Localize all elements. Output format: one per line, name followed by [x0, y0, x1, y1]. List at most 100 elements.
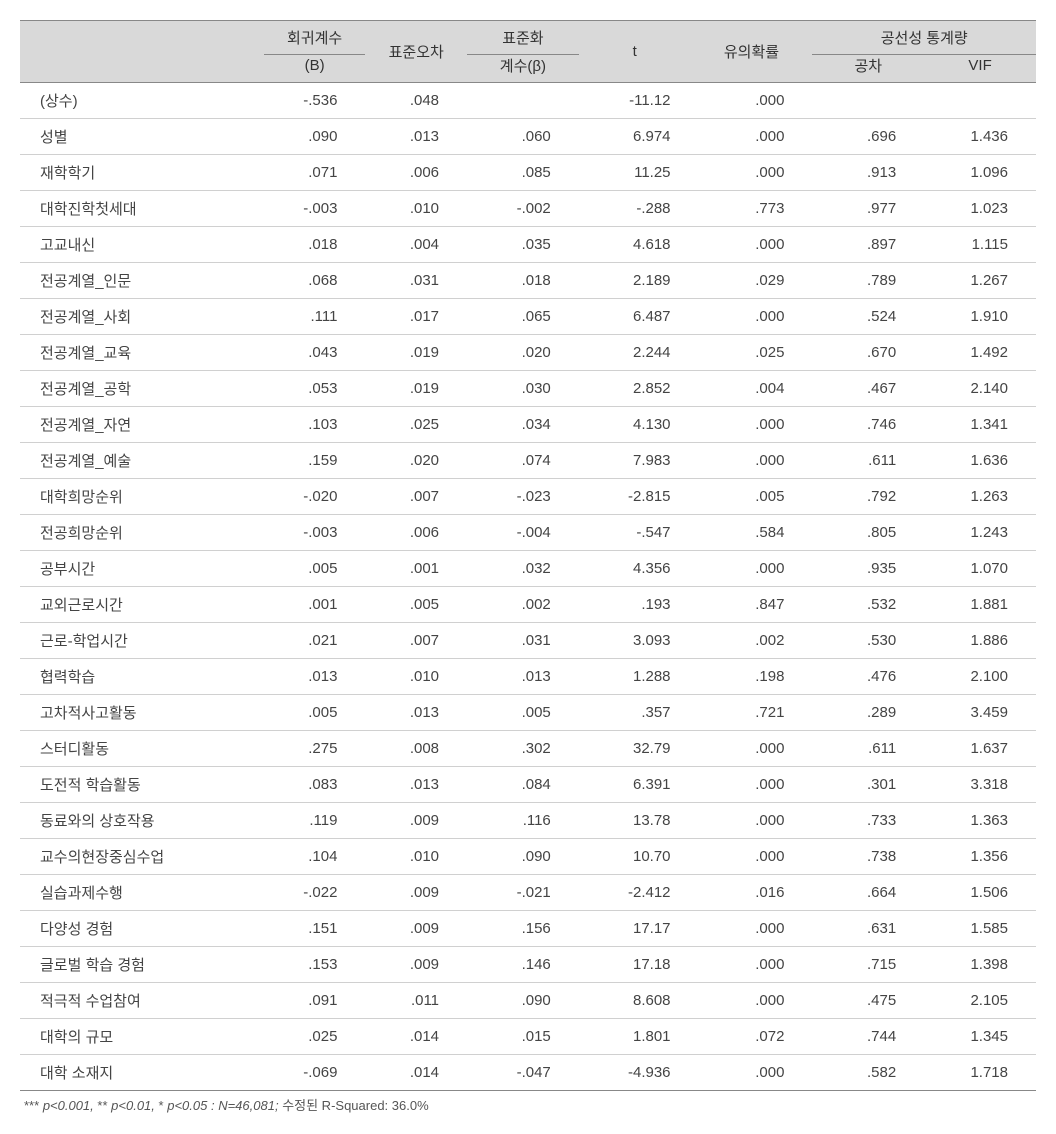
cell-b: .005: [264, 551, 366, 587]
cell-vif: 1.363: [924, 803, 1036, 839]
table-row: (상수)-.536.048-11.12.000: [20, 83, 1036, 119]
header-se: 표준오차: [365, 21, 467, 83]
cell-b: .153: [264, 947, 366, 983]
cell-tol: .611: [812, 731, 924, 767]
cell-b: .090: [264, 119, 366, 155]
cell-vif: 3.459: [924, 695, 1036, 731]
table-row: 고교내신.018.004.0354.618.000.8971.115: [20, 227, 1036, 263]
cell-tol: .670: [812, 335, 924, 371]
cell-se: .001: [365, 551, 467, 587]
cell-beta: .156: [467, 911, 579, 947]
cell-b: .005: [264, 695, 366, 731]
table-row: 성별.090.013.0606.974.000.6961.436: [20, 119, 1036, 155]
cell-se: .048: [365, 83, 467, 119]
cell-tol: .977: [812, 191, 924, 227]
cell-b: -.003: [264, 191, 366, 227]
cell-b: -.003: [264, 515, 366, 551]
cell-p: .000: [691, 983, 813, 1019]
table-row: 전공계열_공학.053.019.0302.852.004.4672.140: [20, 371, 1036, 407]
table-row: 전공계열_인문.068.031.0182.189.029.7891.267: [20, 263, 1036, 299]
cell-beta: .031: [467, 623, 579, 659]
cell-beta: .090: [467, 983, 579, 1019]
cell-beta: .030: [467, 371, 579, 407]
cell-p: .198: [691, 659, 813, 695]
header-tol: 공차: [812, 55, 924, 83]
table-row: 실습과제수행-.022.009-.021-2.412.016.6641.506: [20, 875, 1036, 911]
table-row: 전공계열_자연.103.025.0344.130.000.7461.341: [20, 407, 1036, 443]
cell-vif: 1.886: [924, 623, 1036, 659]
cell-tol: .744: [812, 1019, 924, 1055]
cell-b: .111: [264, 299, 366, 335]
cell-se: .014: [365, 1019, 467, 1055]
table-row: 근로-학업시간.021.007.0313.093.002.5301.886: [20, 623, 1036, 659]
cell-t: -4.936: [579, 1055, 691, 1091]
cell-p: .584: [691, 515, 813, 551]
cell-se: .014: [365, 1055, 467, 1091]
cell-tol: .913: [812, 155, 924, 191]
table-row: 전공계열_예술.159.020.0747.983.000.6111.636: [20, 443, 1036, 479]
table-row: 전공계열_사회.111.017.0656.487.000.5241.910: [20, 299, 1036, 335]
cell-vif: 1.585: [924, 911, 1036, 947]
cell-p: .000: [691, 299, 813, 335]
cell-b: .043: [264, 335, 366, 371]
cell-t: 11.25: [579, 155, 691, 191]
p-001: p<0.001,: [43, 1098, 94, 1113]
cell-se: .031: [365, 263, 467, 299]
cell-b: .021: [264, 623, 366, 659]
header-b-top: 회귀계수: [264, 21, 366, 55]
cell-t: 2.189: [579, 263, 691, 299]
header-b-bot: (B): [264, 55, 366, 83]
cell-vif: 1.718: [924, 1055, 1036, 1091]
cell-b: .275: [264, 731, 366, 767]
cell-beta: .002: [467, 587, 579, 623]
cell-beta: .015: [467, 1019, 579, 1055]
label: 대학의 규모: [20, 1019, 264, 1055]
cell-se: .013: [365, 119, 467, 155]
cell-b: .119: [264, 803, 366, 839]
cell-vif: 2.105: [924, 983, 1036, 1019]
header-beta-bot: 계수(β): [467, 55, 579, 83]
cell-tol: .582: [812, 1055, 924, 1091]
cell-p: .773: [691, 191, 813, 227]
table-row: 전공계열_교육.043.019.0202.244.025.6701.492: [20, 335, 1036, 371]
table-row: 고차적사고활동.005.013.005.357.721.2893.459: [20, 695, 1036, 731]
cell-p: .000: [691, 767, 813, 803]
cell-p: .004: [691, 371, 813, 407]
cell-vif: 1.436: [924, 119, 1036, 155]
cell-b: -.069: [264, 1055, 366, 1091]
cell-vif: 1.398: [924, 947, 1036, 983]
cell-vif: 1.115: [924, 227, 1036, 263]
cell-tol: .475: [812, 983, 924, 1019]
cell-t: 17.18: [579, 947, 691, 983]
cell-t: 2.852: [579, 371, 691, 407]
cell-beta: .302: [467, 731, 579, 767]
n-label: N=46,081;: [218, 1098, 278, 1113]
header-blank: [20, 21, 264, 83]
header-collinearity: 공선성 통계량: [812, 21, 1036, 55]
cell-p: .000: [691, 155, 813, 191]
cell-b: .068: [264, 263, 366, 299]
table-row: 적극적 수업참여.091.011.0908.608.000.4752.105: [20, 983, 1036, 1019]
cell-tol: [812, 83, 924, 119]
cell-beta: .020: [467, 335, 579, 371]
label: 전공계열_예술: [20, 443, 264, 479]
cell-tol: .532: [812, 587, 924, 623]
cell-se: .025: [365, 407, 467, 443]
cell-se: .013: [365, 767, 467, 803]
cell-tol: .467: [812, 371, 924, 407]
cell-p: .000: [691, 119, 813, 155]
cell-p: .000: [691, 551, 813, 587]
cell-p: .000: [691, 1055, 813, 1091]
cell-beta: .116: [467, 803, 579, 839]
cell-b: .091: [264, 983, 366, 1019]
cell-t: 4.130: [579, 407, 691, 443]
p-05: p<0.05 :: [167, 1098, 214, 1113]
table-footnote: *** p<0.001, ** p<0.01, * p<0.05 : N=46,…: [20, 1095, 1036, 1114]
cell-tol: .289: [812, 695, 924, 731]
sig-3star: ***: [24, 1098, 39, 1113]
label: 동료와의 상호작용: [20, 803, 264, 839]
cell-se: .010: [365, 839, 467, 875]
label: 대학 소재지: [20, 1055, 264, 1091]
cell-tol: .664: [812, 875, 924, 911]
cell-t: 13.78: [579, 803, 691, 839]
